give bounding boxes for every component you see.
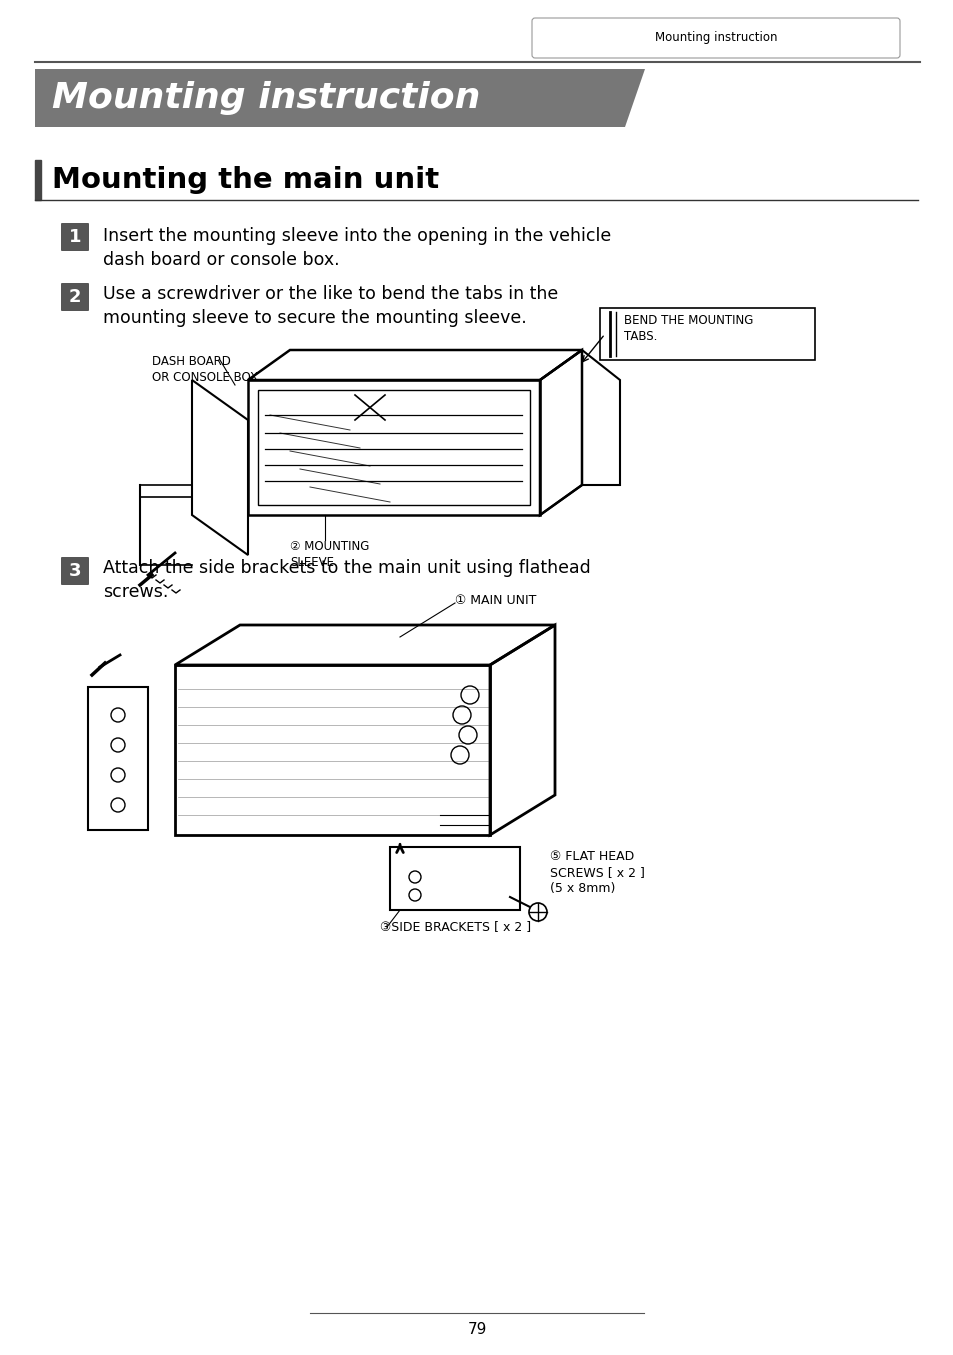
- FancyBboxPatch shape: [61, 224, 89, 251]
- Text: BEND THE MOUNTING
TABS.: BEND THE MOUNTING TABS.: [623, 314, 753, 343]
- Text: DASH BOARD
OR CONSOLE BOX: DASH BOARD OR CONSOLE BOX: [152, 355, 257, 383]
- Text: 2: 2: [69, 289, 81, 306]
- Text: Mounting instruction: Mounting instruction: [654, 31, 777, 45]
- Text: Mounting the main unit: Mounting the main unit: [52, 167, 438, 194]
- FancyBboxPatch shape: [61, 557, 89, 585]
- Text: ② MOUNTING
SLEEVE: ② MOUNTING SLEEVE: [290, 541, 369, 569]
- Text: 1: 1: [69, 228, 81, 247]
- Polygon shape: [35, 69, 644, 127]
- Text: Attach the side brackets to the main unit using flathead
screws.: Attach the side brackets to the main uni…: [103, 560, 590, 600]
- Text: Insert the mounting sleeve into the opening in the vehicle
dash board or console: Insert the mounting sleeve into the open…: [103, 228, 611, 268]
- Text: Use a screwdriver or the like to bend the tabs in the
mounting sleeve to secure : Use a screwdriver or the like to bend th…: [103, 285, 558, 327]
- Text: ③SIDE BRACKETS [ x 2 ]: ③SIDE BRACKETS [ x 2 ]: [379, 920, 531, 934]
- Text: 3: 3: [69, 562, 81, 580]
- Text: Mounting instruction: Mounting instruction: [52, 81, 480, 115]
- Text: ① MAIN UNIT: ① MAIN UNIT: [455, 593, 536, 607]
- Bar: [35, 160, 41, 201]
- Text: ⑤ FLAT HEAD
SCREWS [ x 2 ]
(5 x 8mm): ⑤ FLAT HEAD SCREWS [ x 2 ] (5 x 8mm): [550, 850, 644, 896]
- FancyBboxPatch shape: [61, 283, 89, 312]
- FancyBboxPatch shape: [532, 18, 899, 58]
- Text: 79: 79: [467, 1322, 486, 1337]
- FancyBboxPatch shape: [599, 308, 814, 360]
